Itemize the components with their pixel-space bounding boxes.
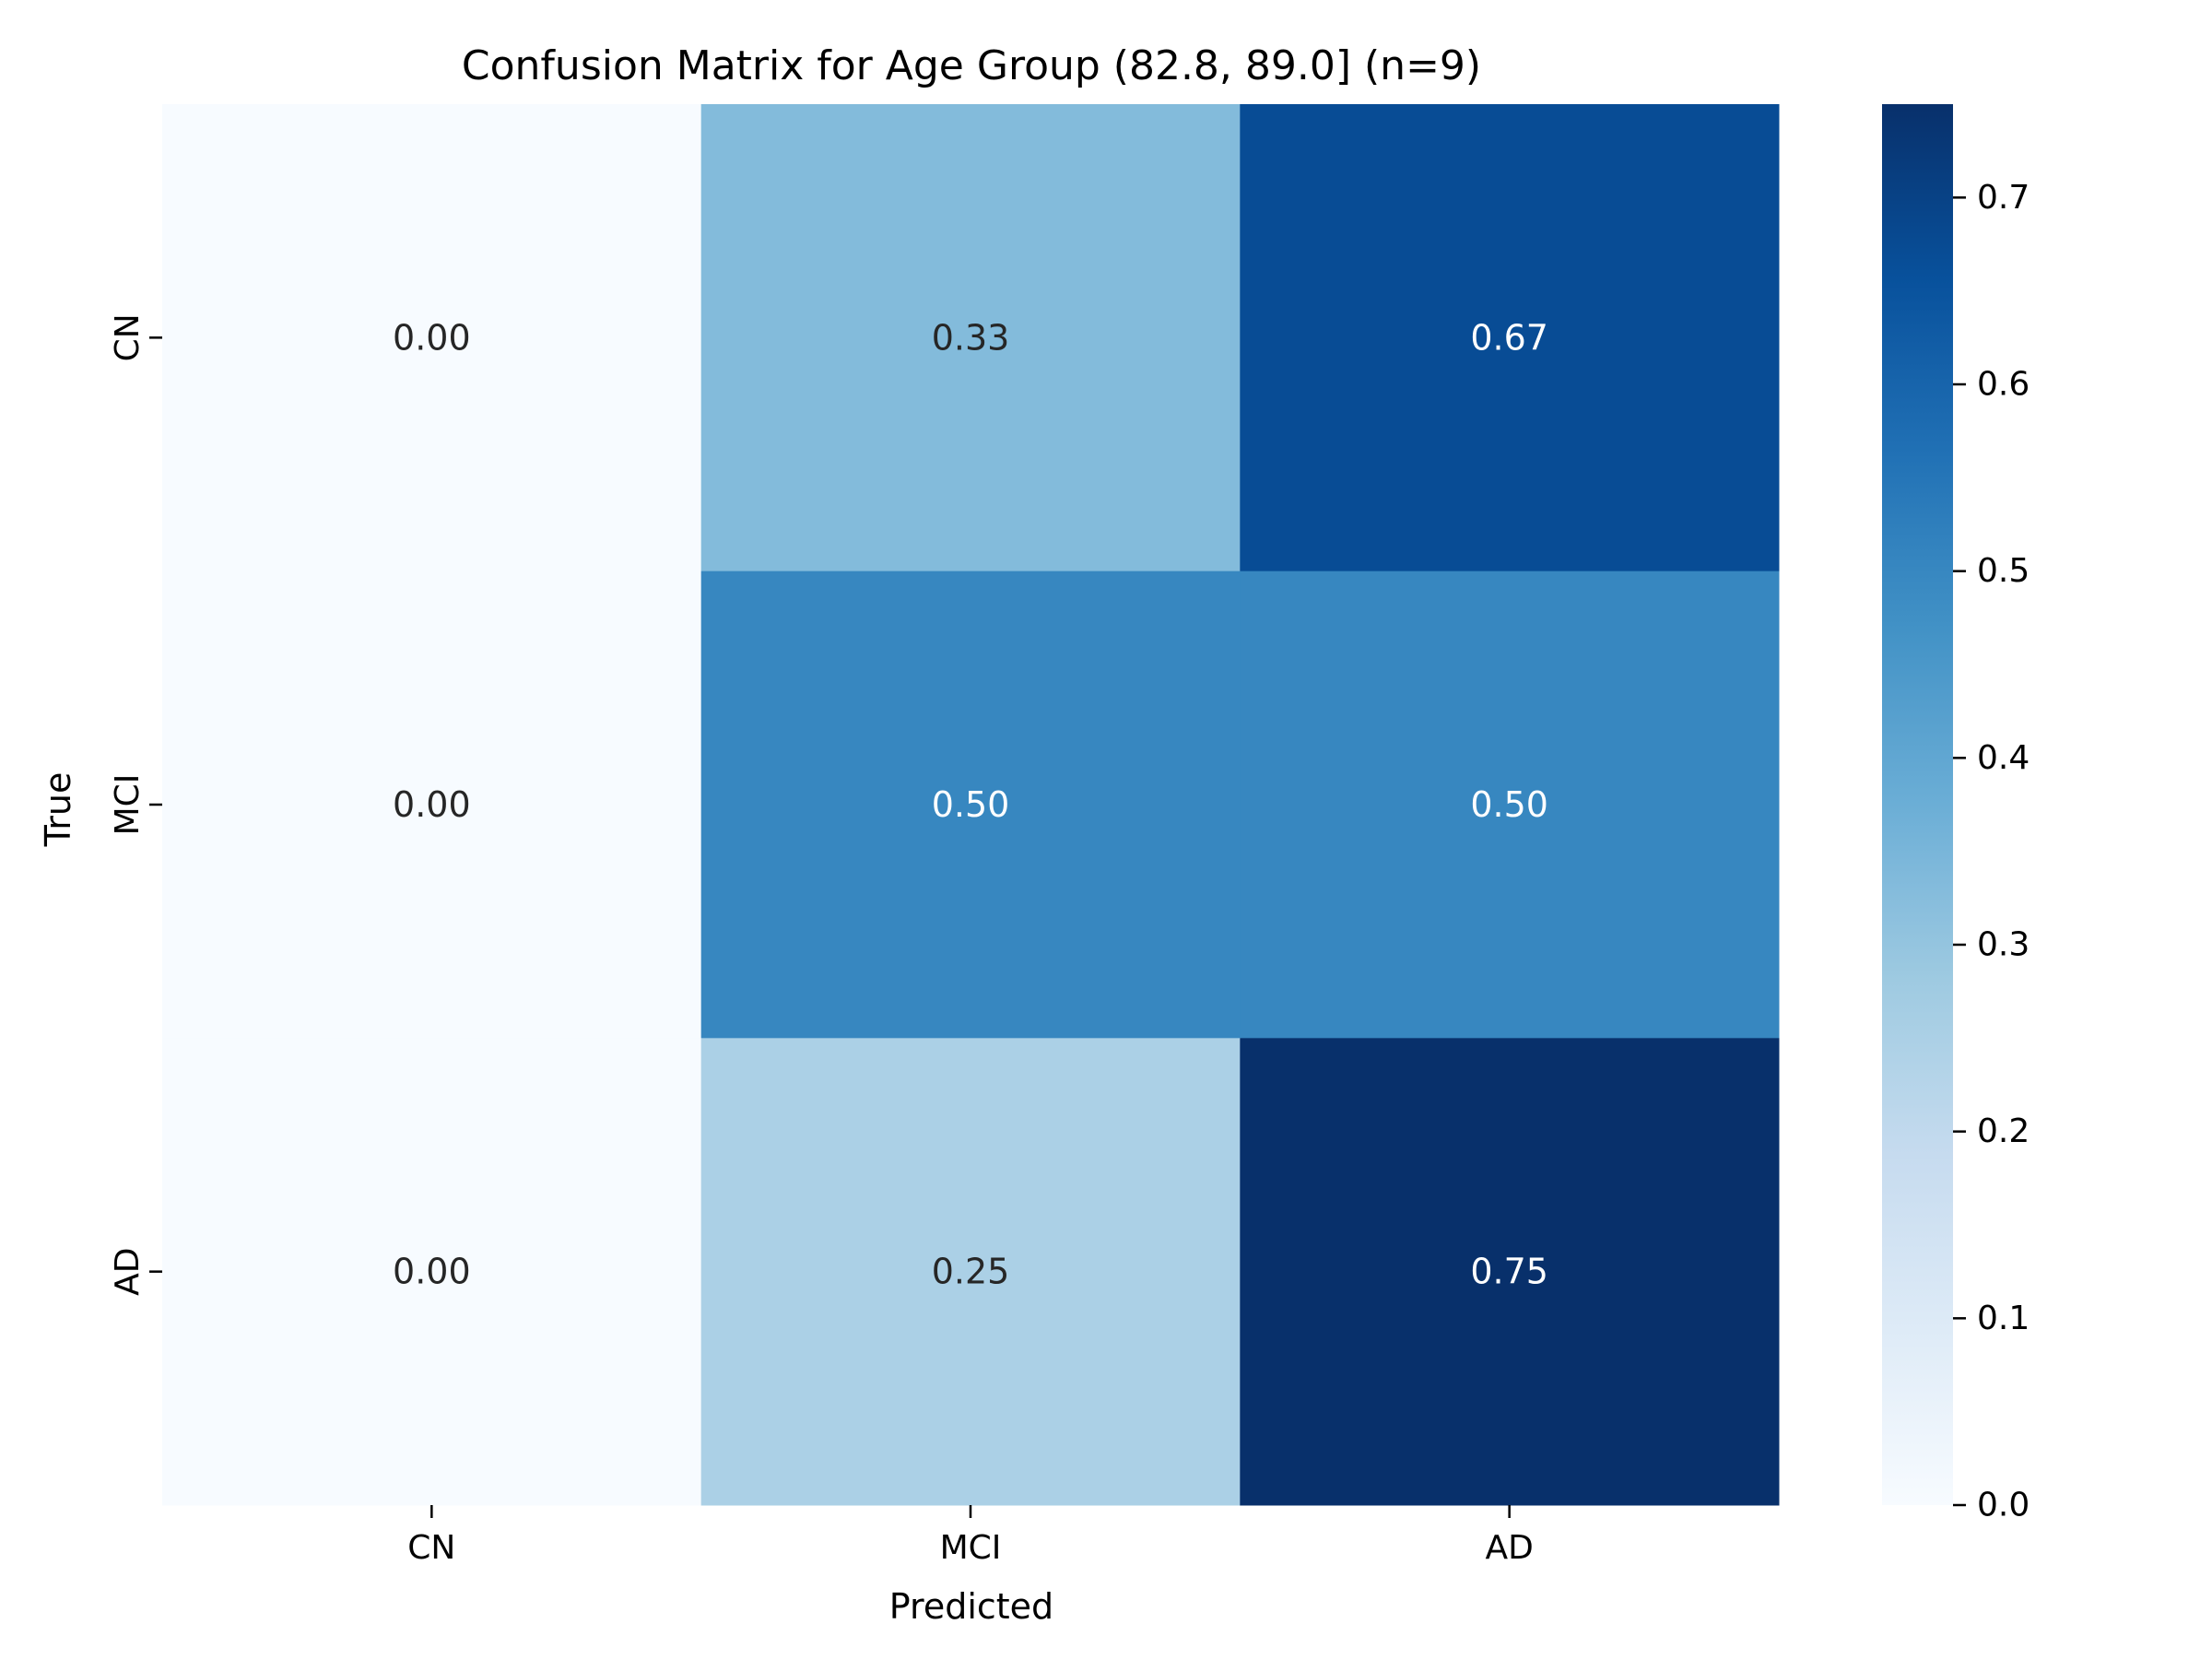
heatmap-cell [700, 104, 1241, 572]
heatmap-cell [1240, 104, 1780, 572]
cell-value-label: 0.25 [932, 1252, 1010, 1292]
colorbar-tick-label: 0.7 [1977, 179, 2030, 217]
heatmap-cell [1240, 1038, 1780, 1506]
x-axis-ticks: CN MCI AD [407, 1505, 1534, 1567]
cell-value-label: 0.50 [1470, 784, 1548, 825]
y-tick-label: CN [109, 313, 147, 361]
colorbar-tick-label: 0.5 [1977, 552, 2030, 590]
heatmap-cell [700, 1038, 1241, 1506]
colorbar [1882, 104, 1953, 1505]
cell-value-label: 0.50 [932, 784, 1010, 825]
heatmap-cells [162, 104, 1780, 1506]
cell-value-label: 0.00 [393, 784, 471, 825]
colorbar-tick-label: 0.4 [1977, 739, 2030, 777]
colorbar-tick-label: 0.3 [1977, 926, 2030, 964]
x-tick-label: CN [407, 1529, 455, 1567]
heatmap-cell [162, 104, 702, 572]
colorbar-tick-label: 0.1 [1977, 1300, 2030, 1337]
x-tick-label: MCI [940, 1529, 1002, 1567]
heatmap-cell [700, 571, 1241, 1039]
chart-title: Confusion Matrix for Age Group (82.8, 89… [462, 42, 1481, 89]
heatmap-cell-labels: 0.00 0.33 0.67 0.00 0.50 0.50 0.00 0.25 0.75 [393, 317, 1548, 1291]
y-axis-label: True [38, 772, 78, 848]
cell-value-label: 0.75 [1470, 1252, 1548, 1292]
colorbar-tick-label: 0.6 [1977, 366, 2030, 404]
colorbar-tick-label: 0.0 [1977, 1487, 2030, 1524]
cell-value-label: 0.67 [1470, 317, 1548, 358]
y-tick-label: AD [109, 1247, 147, 1295]
cell-value-label: 0.00 [393, 1252, 471, 1292]
x-tick-label: AD [1485, 1529, 1533, 1567]
heatmap-cell [162, 1038, 702, 1506]
heatmap-cell [162, 571, 702, 1039]
colorbar-tick-label: 0.2 [1977, 1112, 2030, 1150]
cell-value-label: 0.33 [932, 317, 1010, 358]
y-tick-label: MCI [109, 774, 147, 836]
x-axis-label: Predicted [889, 1586, 1053, 1627]
colorbar-ticks: 0.0 0.1 0.2 0.3 0.4 0.5 0.6 0.7 [1953, 179, 2030, 1524]
cell-value-label: 0.00 [393, 317, 471, 358]
heatmap-cell [1240, 571, 1780, 1039]
y-axis-ticks: CN MCI AD [109, 313, 162, 1296]
